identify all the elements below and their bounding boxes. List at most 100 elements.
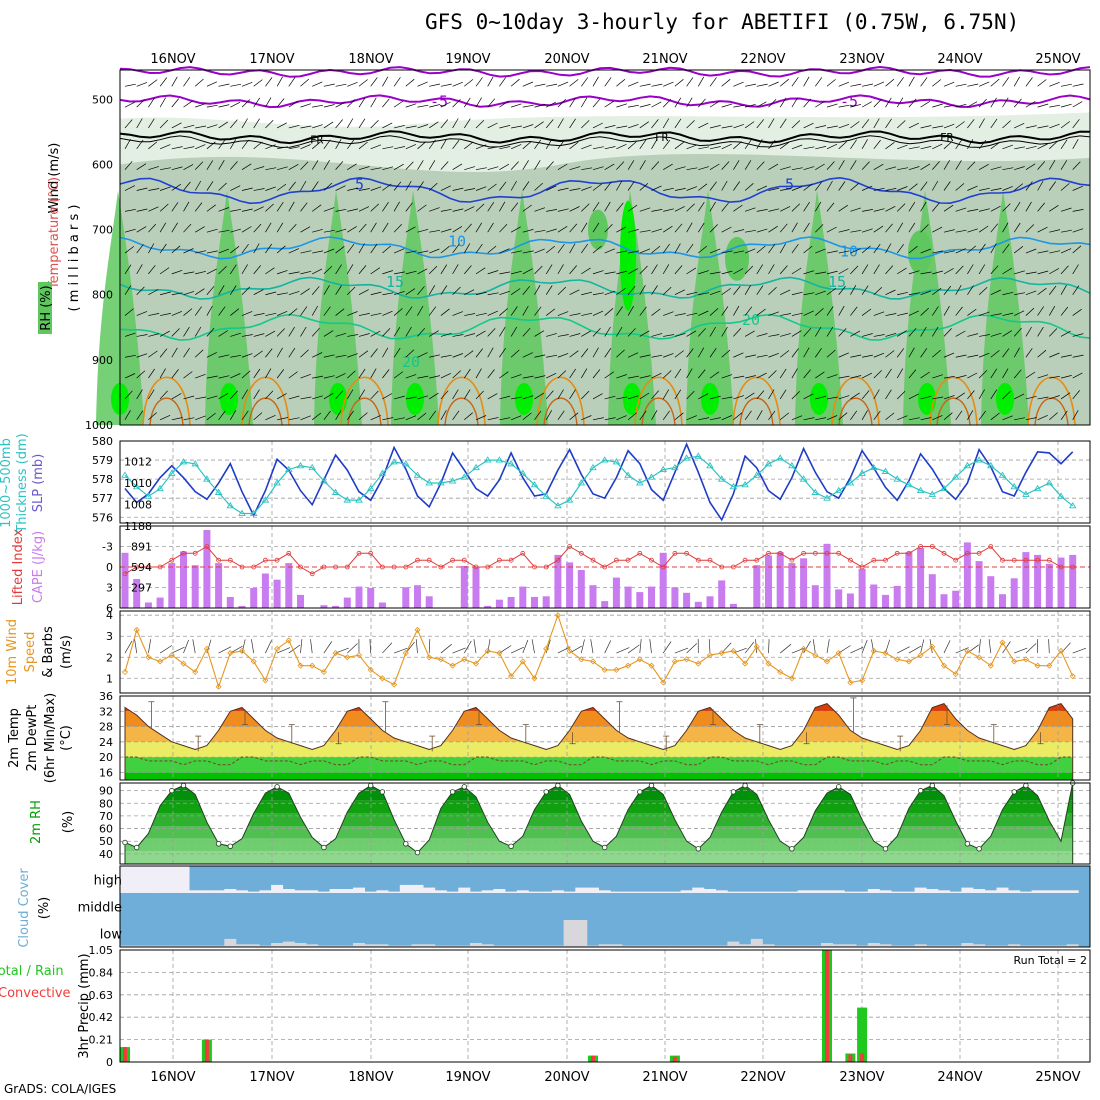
- wind-barb: [312, 375, 324, 379]
- wind-barb: [510, 415, 522, 421]
- wind-barb: [440, 101, 451, 108]
- cape-bar: [460, 565, 468, 608]
- wind-barb: [721, 270, 733, 275]
- wind-barb-10m: [616, 647, 630, 654]
- wind-barb: [581, 186, 592, 191]
- wind-barb: [674, 223, 683, 233]
- wind-barb: [756, 410, 763, 420]
- lifted-index-point: [1035, 557, 1040, 563]
- wind-barb: [1037, 250, 1049, 254]
- cloud-bar-high: [856, 891, 869, 893]
- wind-barb: [358, 333, 370, 337]
- wind-barb: [955, 392, 965, 400]
- date-label-bottom: 17NOV: [249, 1070, 294, 1085]
- wind-barb: [920, 307, 929, 316]
- wind-barb: [815, 224, 824, 233]
- wind-barb: [499, 326, 506, 337]
- tick-label-rh: 80: [99, 797, 113, 810]
- cape-bar: [273, 579, 281, 608]
- wind-barb: [838, 123, 850, 129]
- wind-barb: [206, 286, 215, 295]
- wind-barb: [780, 313, 792, 316]
- wind-barb-10m: [929, 639, 933, 654]
- wind-barb: [1048, 305, 1056, 316]
- wind-barb: [183, 181, 191, 191]
- cloud-bar-low: [762, 944, 775, 947]
- wind-barb: [990, 289, 1001, 296]
- lifted-index-point: [450, 557, 456, 563]
- thickness-point: [811, 488, 820, 495]
- date-label-bottom: 18NOV: [348, 1070, 393, 1085]
- thickness-point: [975, 456, 983, 463]
- wind-barb: [148, 166, 160, 170]
- rh-point: [461, 784, 467, 790]
- tick-label-thick: 580: [92, 435, 113, 448]
- wind-barb: [160, 291, 171, 296]
- wind-barb: [815, 146, 827, 150]
- wind-barb: [791, 186, 803, 191]
- date-label-top: 18NOV: [348, 52, 393, 67]
- wind-barb: [499, 371, 509, 379]
- wind-barb: [311, 160, 319, 170]
- wind-barb: [171, 183, 182, 191]
- wind-barb: [1037, 270, 1049, 275]
- wind-barb: [604, 348, 612, 358]
- wind-barb: [756, 333, 768, 337]
- wind-barb: [1013, 201, 1021, 212]
- wind-barb: [312, 228, 323, 233]
- cloud-bar-low: [774, 945, 787, 947]
- wind-barb: [990, 389, 998, 400]
- wind-barb: [312, 395, 323, 400]
- wind-barb: [967, 372, 978, 379]
- cape-bar: [414, 585, 421, 608]
- wind-barb: [803, 76, 810, 87]
- wind-barb: [1014, 270, 1025, 275]
- wind-barb: [896, 368, 904, 379]
- wind-barb: [1002, 203, 1011, 212]
- wind-barb: [382, 270, 394, 275]
- wind-barb: [768, 352, 779, 358]
- wind-barb: [932, 415, 943, 421]
- cloud-bar-high: [1031, 890, 1044, 893]
- wind-barb: [721, 415, 732, 421]
- wind-barb: [978, 225, 989, 233]
- wind-barb: [990, 97, 997, 108]
- wind-barb-10m: [721, 642, 732, 654]
- wind-speed-point: [285, 637, 292, 644]
- wind-barb: [160, 167, 171, 171]
- wind-barb: [475, 330, 486, 337]
- date-label-top: 17NOV: [249, 52, 294, 67]
- wind-barb: [159, 368, 166, 379]
- wind-barb: [686, 203, 695, 212]
- wind-barb: [510, 103, 522, 108]
- cape-bar: [332, 605, 340, 608]
- wind-speed-point: [1069, 673, 1076, 680]
- wind-barb: [1049, 205, 1059, 212]
- cape-bar: [484, 605, 492, 608]
- axis-label-thick: SLP (mb): [31, 454, 46, 513]
- wind-barb: [218, 83, 230, 87]
- lifted-index-point: [894, 550, 900, 556]
- cloud-bar-high: [446, 891, 459, 893]
- wind-barb: [534, 229, 546, 233]
- wind-barb: [241, 163, 252, 170]
- wind-speed-line: [124, 613, 1074, 689]
- wind-barb: [417, 286, 425, 295]
- wind-barb: [897, 312, 908, 316]
- wind-barb: [230, 119, 238, 129]
- wind-barb: [183, 124, 195, 129]
- tick-label-cape: 6: [106, 602, 113, 615]
- wind-speed-point: [987, 662, 994, 669]
- wind-barb: [323, 207, 335, 212]
- lifted-index-point: [941, 550, 947, 556]
- wind-barb: [791, 222, 798, 233]
- wind-barb: [370, 390, 379, 400]
- cloud-bar-low: [551, 945, 564, 947]
- rh-point: [321, 844, 327, 851]
- wind-barb: [510, 226, 521, 233]
- wind-barb: [253, 79, 263, 87]
- wind-barb: [265, 77, 273, 87]
- wind-barb: [183, 291, 195, 296]
- cloud-bar-low: [130, 945, 143, 947]
- wind-barb: [779, 368, 787, 379]
